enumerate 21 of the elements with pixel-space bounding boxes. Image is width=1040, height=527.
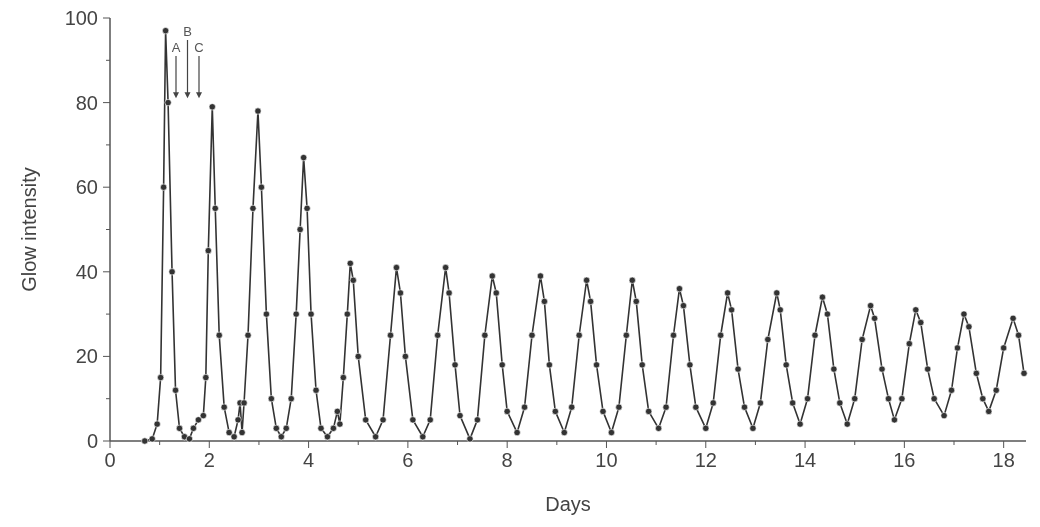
x-tick-label: 6 <box>402 449 414 471</box>
x-tick-label: 8 <box>501 449 513 471</box>
x-axis-title: Days <box>545 493 591 515</box>
x-tick-label: 2 <box>203 449 215 471</box>
y-tick-label: 60 <box>75 176 98 199</box>
y-tick-label: 80 <box>75 91 98 114</box>
y-tick-label: 20 <box>75 345 98 368</box>
x-tick-label: 10 <box>595 449 618 471</box>
x-tick-label: 16 <box>893 449 916 471</box>
annotation: C <box>194 40 204 55</box>
y-tick-label: 0 <box>86 430 98 452</box>
annotation: B <box>183 24 192 39</box>
y-axis-title: Glow intensity <box>18 167 40 292</box>
x-tick-label: 14 <box>793 449 817 471</box>
x-tick-label: 18 <box>992 449 1015 471</box>
x-tick-label: 0 <box>104 449 116 471</box>
annotation: A <box>171 40 181 55</box>
x-tick-label: 12 <box>694 449 717 471</box>
y-tick-label: 100 <box>64 7 98 29</box>
x-tick-label: 4 <box>303 449 315 471</box>
y-tick-label: 40 <box>75 260 98 283</box>
